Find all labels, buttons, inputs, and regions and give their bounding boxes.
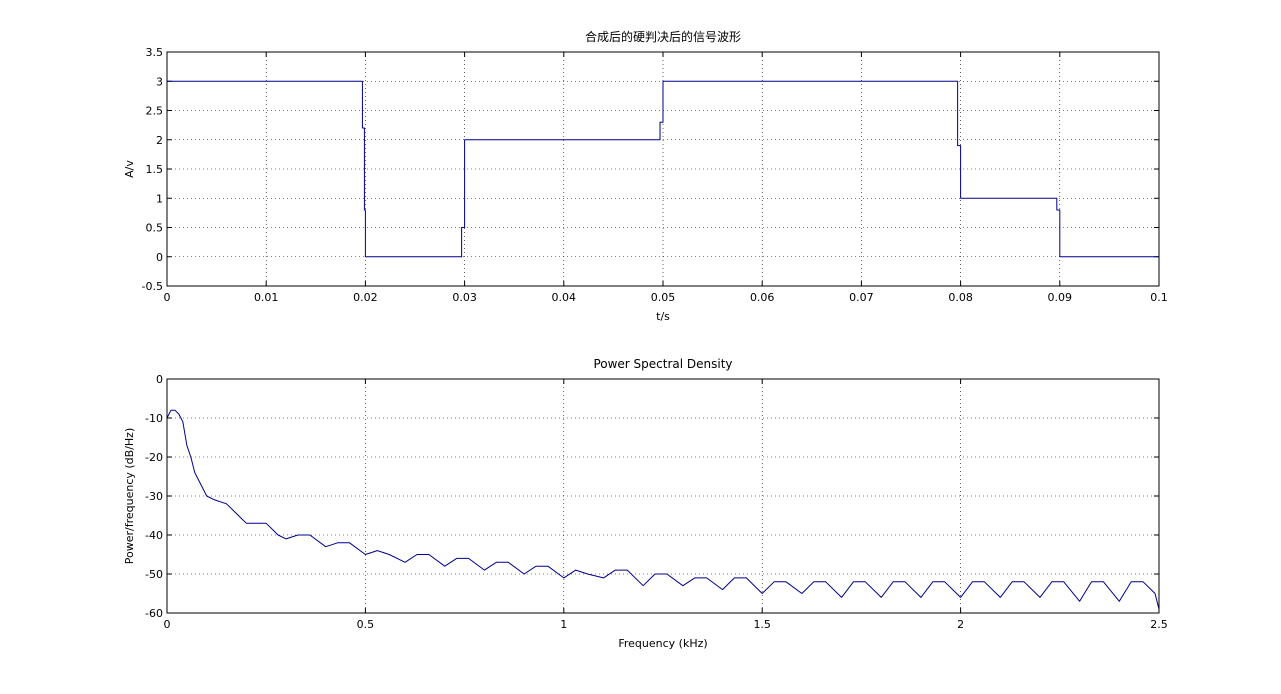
x-tick-label: 0.07 <box>849 291 874 304</box>
y-tick-label: -20 <box>145 451 163 464</box>
x-tick-label: 2.5 <box>1150 618 1168 631</box>
y-tick-label: 3 <box>156 75 163 88</box>
y-tick-label: -30 <box>145 490 163 503</box>
y-tick-label: 1.5 <box>146 163 164 176</box>
x-tick-label: 0 <box>164 618 171 631</box>
x-tick-label: 0.04 <box>552 291 577 304</box>
y-tick-label: -40 <box>145 529 163 542</box>
x-tick-label: 2 <box>957 618 964 631</box>
x-tick-label: 1.5 <box>753 618 771 631</box>
x-axis-label: Frequency (kHz) <box>618 637 707 650</box>
y-axis-label: Power/frequency (dB/Hz) <box>123 428 136 565</box>
y-tick-label: 0 <box>156 373 163 386</box>
x-tick-label: 1 <box>560 618 567 631</box>
series-line-1 <box>167 80 1159 258</box>
axes-box <box>166 378 1160 614</box>
x-tick-label: 0.06 <box>750 291 775 304</box>
y-axis-label: A/v <box>123 160 136 178</box>
y-tick-label: 0.5 <box>146 222 164 235</box>
series-line-1 <box>166 409 1160 610</box>
y-tick-label: 0 <box>156 251 163 264</box>
y-tick-label: -60 <box>145 607 163 620</box>
chart-title: Power Spectral Density <box>593 357 732 371</box>
x-tick-label: 0 <box>164 291 171 304</box>
x-tick-label: 0.09 <box>1048 291 1073 304</box>
x-tick-label: 0.05 <box>651 291 676 304</box>
x-tick-label: 0.5 <box>357 618 375 631</box>
x-tick-label: 0.03 <box>452 291 477 304</box>
y-tick-label: 2 <box>156 134 163 147</box>
chart-title: 合成后的硬判决后的信号波形 <box>585 29 741 44</box>
y-tick-label: -50 <box>145 568 163 581</box>
x-axis-label: t/s <box>656 310 670 323</box>
y-tick-label: 1 <box>156 192 163 205</box>
axes-box <box>166 51 1160 287</box>
subplot-2: 0 0.5 1 1.5 2 2.5 -60 -50 -40 -30 -20 -10 0 Power Spe… <box>123 357 1168 650</box>
x-tick-label: 0.1 <box>1150 291 1168 304</box>
subplot-1: 0 0.01 0.02 0.03 0.04 0.05 0.06 0.07 0.08 0.09 0.1… <box>123 29 1168 323</box>
y-tick-label: -10 <box>145 412 163 425</box>
x-tick-label: 0.02 <box>353 291 378 304</box>
y-tick-label: -0.5 <box>142 280 163 293</box>
y-tick-label: 3.5 <box>146 46 164 59</box>
y-tick-label: 2.5 <box>146 105 164 118</box>
x-tick-label: 0.01 <box>254 291 279 304</box>
x-tick-label: 0.08 <box>948 291 973 304</box>
